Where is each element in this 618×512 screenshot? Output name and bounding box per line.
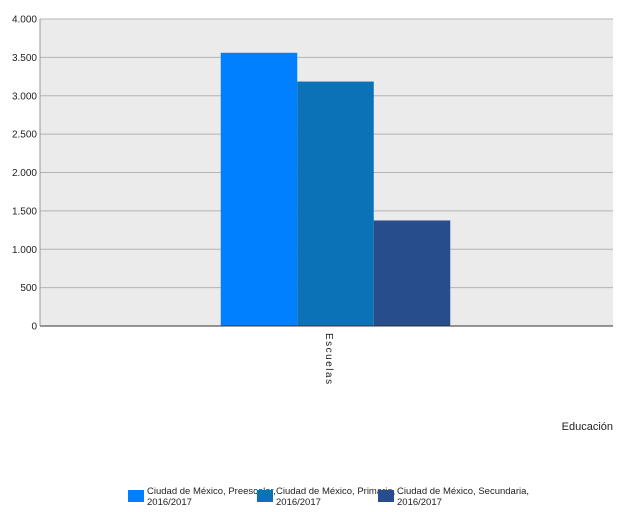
legend-swatch-2 (257, 490, 273, 502)
x-axis-label: Educación (562, 421, 613, 433)
y-tick-label: 500 (20, 283, 37, 294)
legend: Ciudad de México, Preescolar, 2016/2017Ci… (128, 486, 529, 508)
y-tick-label: 3.000 (12, 91, 37, 102)
y-axis-ticks: 0 500 1.000 1.500 2.000 2.500 3.000 3.500 4.000 (12, 15, 37, 333)
legend-label-1: Ciudad de México, Preescolar, 2016/2017 (147, 486, 276, 508)
bar-2 (297, 81, 374, 327)
category-label: Escuelas (323, 333, 334, 386)
bars (220, 52, 451, 327)
y-tick-label: 1.000 (12, 245, 37, 256)
y-tick-label: 4.000 (12, 15, 37, 26)
legend-label-3: Ciudad de México, Secundaria, 2016/2017 (397, 486, 529, 508)
bar-1 (220, 52, 298, 327)
bar-3 (373, 220, 451, 326)
legend-label-2: Ciudad de México, Primaria, 2016/2017 (276, 486, 395, 508)
y-tick-label: 2.000 (12, 168, 37, 179)
legend-swatch-3 (378, 490, 394, 502)
y-tick-label: 2.500 (12, 130, 37, 141)
legend-swatch-1 (128, 490, 144, 502)
y-tick-label: 3.500 (12, 53, 37, 64)
y-tick-label: 1.500 (12, 206, 37, 217)
y-tick-label: 0 (31, 322, 37, 333)
